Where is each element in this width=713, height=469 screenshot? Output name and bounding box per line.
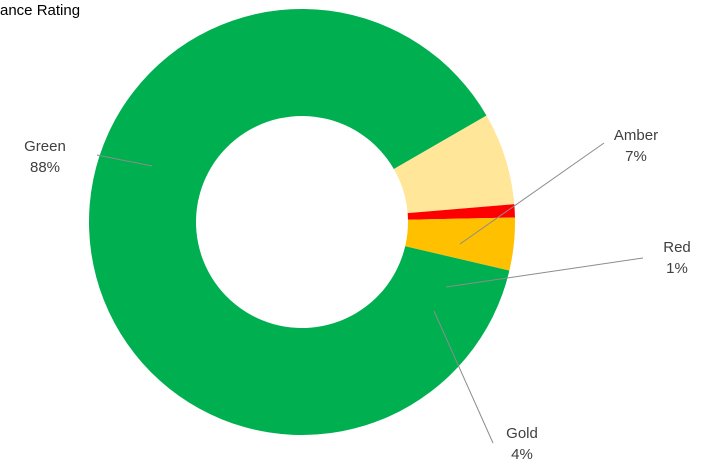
slice-label-red: Red	[663, 239, 691, 256]
chart-title: ance Rating	[0, 2, 80, 19]
slice-green	[89, 9, 510, 436]
slice-value-red: 1%	[666, 260, 688, 277]
slice-value-gold: 4%	[511, 446, 533, 463]
slice-label-amber: Amber	[614, 127, 658, 144]
leader-line-green	[96, 154, 153, 167]
slice-label-gold: Gold	[506, 425, 538, 442]
slice-label-green: Green	[24, 138, 66, 155]
slice-red	[407, 204, 515, 220]
slice-labels: Green 88% Amber 7% Red 1% Gold 4%	[24, 127, 691, 463]
leader-line-amber	[459, 142, 605, 245]
leader-line-gold	[433, 310, 494, 444]
slice-amber	[393, 115, 515, 214]
leader-line-red	[445, 257, 644, 288]
donut-slices	[89, 9, 516, 436]
slice-value-green: 88%	[30, 159, 60, 176]
slice-value-amber: 7%	[625, 148, 647, 165]
leader-lines	[96, 142, 644, 444]
